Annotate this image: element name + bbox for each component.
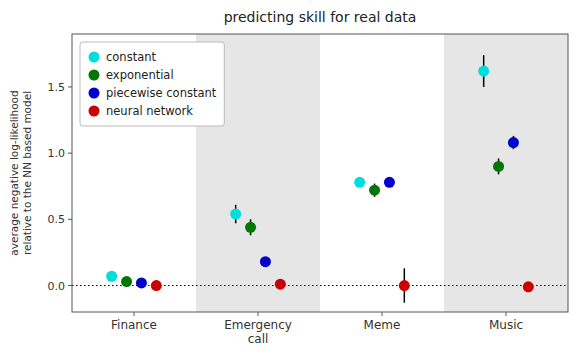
title: predicting skill for real data bbox=[224, 9, 417, 25]
point bbox=[275, 279, 286, 290]
legend-marker bbox=[89, 52, 100, 63]
y-tick-label: 0.0 bbox=[48, 280, 66, 293]
legend-marker bbox=[89, 88, 100, 99]
marks bbox=[106, 55, 534, 303]
plot-frame bbox=[72, 34, 568, 312]
x-tick-label: Meme bbox=[364, 318, 401, 332]
chart: 0.0 0.5 1.0 1.5 Finance Emergencycall Meme Musi… bbox=[0, 0, 580, 362]
y-tick-label: 0.5 bbox=[48, 213, 66, 226]
y-tick bbox=[68, 219, 72, 220]
point bbox=[354, 177, 365, 188]
legend-label: neural network bbox=[106, 104, 193, 118]
y-tick-label: 1.5 bbox=[48, 81, 66, 94]
point bbox=[384, 177, 395, 188]
x-tick bbox=[258, 312, 259, 316]
point bbox=[230, 209, 241, 220]
point bbox=[493, 161, 504, 172]
x-tick-label-line: call bbox=[248, 332, 269, 346]
point bbox=[369, 185, 380, 196]
legend-marker bbox=[89, 70, 100, 81]
point bbox=[399, 280, 410, 291]
category-band bbox=[444, 34, 568, 312]
point bbox=[245, 222, 256, 233]
y-tick bbox=[68, 153, 72, 154]
x-tick-label: Emergencycall bbox=[224, 318, 292, 346]
y-tick-label: 1.0 bbox=[48, 147, 66, 160]
point bbox=[106, 271, 117, 282]
x-tick bbox=[506, 312, 507, 316]
x-tick-label-line: Music bbox=[489, 318, 523, 332]
point bbox=[136, 277, 147, 288]
x-tick bbox=[382, 312, 383, 316]
point bbox=[260, 256, 271, 267]
x-tick-label-line: Meme bbox=[364, 318, 401, 332]
legend: constant exponential piecewise constant neu… bbox=[80, 42, 224, 126]
point bbox=[121, 276, 132, 287]
point bbox=[523, 281, 534, 292]
y-axis-label-line: relative to the NN based model bbox=[21, 91, 33, 255]
legend-label: constant bbox=[106, 50, 156, 64]
x-tick bbox=[134, 312, 135, 316]
y-axis-label: average negative log-likelihoodrelative … bbox=[8, 90, 33, 255]
point bbox=[151, 280, 162, 291]
x-tick-label-line: Finance bbox=[111, 318, 157, 332]
legend-label: piecewise constant bbox=[106, 86, 217, 100]
point bbox=[478, 66, 489, 77]
legend-label: exponential bbox=[106, 68, 174, 82]
x-tick-label: Finance bbox=[111, 318, 157, 332]
y-tick bbox=[68, 86, 72, 87]
legend-marker bbox=[89, 106, 100, 117]
y-tick bbox=[68, 285, 72, 286]
x-tick-label-line: Emergency bbox=[224, 318, 292, 332]
legend-box bbox=[80, 42, 224, 126]
point bbox=[508, 137, 519, 148]
y-axis-label-line: average negative log-likelihood bbox=[8, 90, 20, 255]
x-tick-label: Music bbox=[489, 318, 523, 332]
